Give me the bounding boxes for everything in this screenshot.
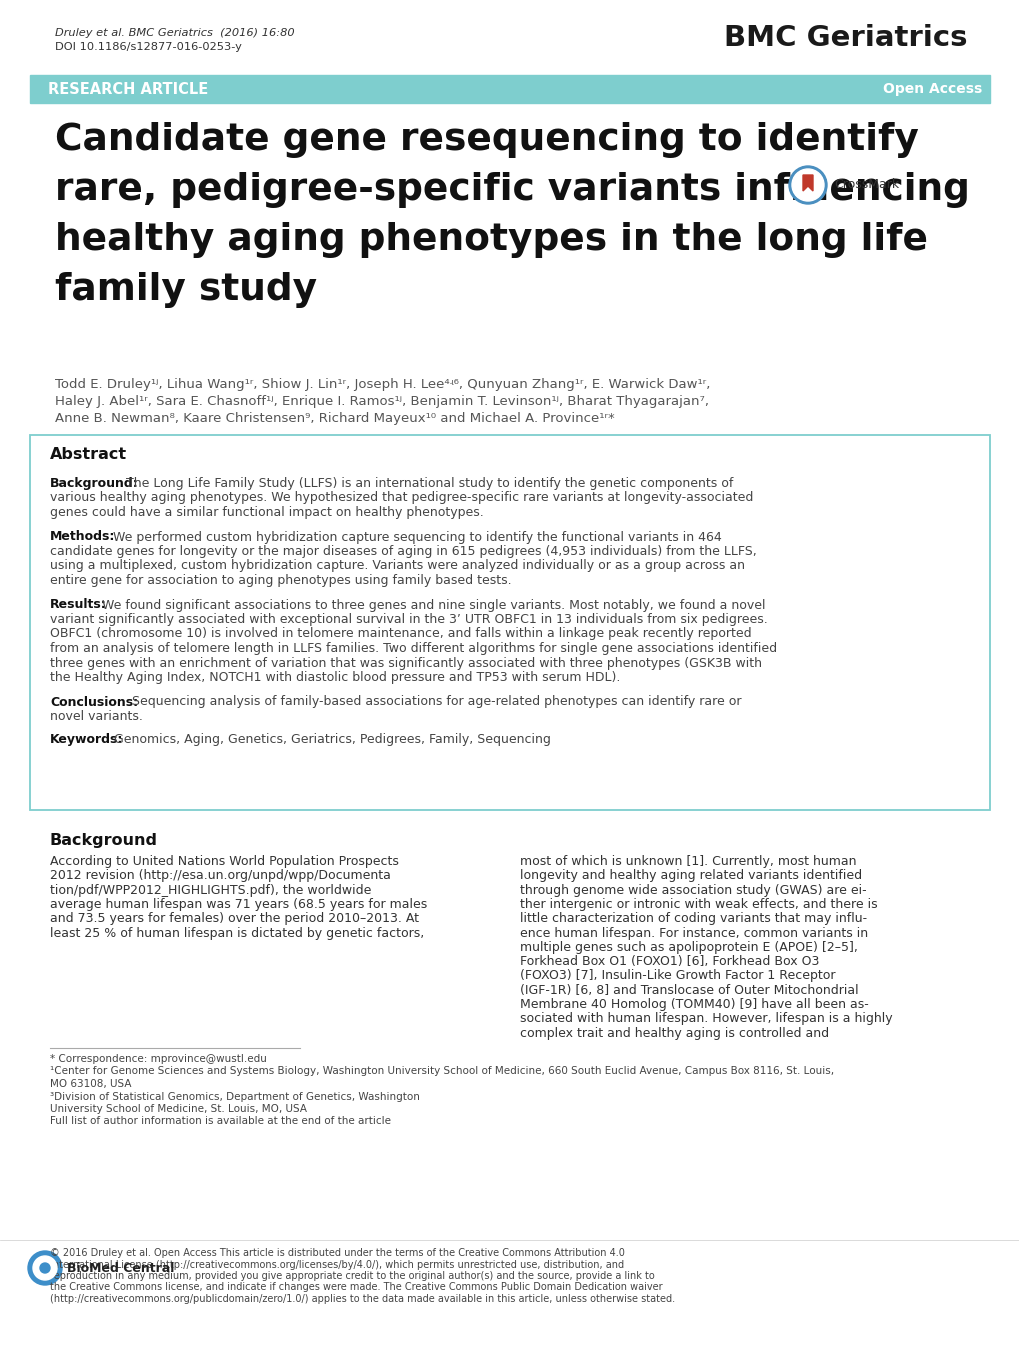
Text: Sequencing analysis of family-based associations for age-related phenotypes can : Sequencing analysis of family-based asso… (131, 695, 741, 709)
Text: the Creative Commons license, and indicate if changes were made. The Creative Co: the Creative Commons license, and indica… (50, 1282, 662, 1293)
Text: using a multiplexed, custom hybridization capture. Variants were analyzed indivi: using a multiplexed, custom hybridizatio… (50, 560, 744, 573)
Text: variant significantly associated with exceptional survival in the 3’ UTR OBFC1 i: variant significantly associated with ex… (50, 612, 767, 626)
Text: and 73.5 years for females) over the period 2010–2013. At: and 73.5 years for females) over the per… (50, 912, 419, 925)
Text: ther intergenic or intronic with weak effects, and there is: ther intergenic or intronic with weak ef… (520, 898, 876, 911)
Text: The Long Life Family Study (LLFS) is an international study to identify the gene: The Long Life Family Study (LLFS) is an … (126, 477, 733, 491)
Text: University School of Medicine, St. Louis, MO, USA: University School of Medicine, St. Louis… (50, 1104, 307, 1114)
Text: the Healthy Aging Index, NOTCH1 with diastolic blood pressure and TP53 with seru: the Healthy Aging Index, NOTCH1 with dia… (50, 671, 620, 684)
Text: from an analysis of telomere length in LLFS families. Two different algorithms f: from an analysis of telomere length in L… (50, 642, 776, 654)
Text: Anne B. Newman⁸, Kaare Christensen⁹, Richard Mayeux¹⁰ and Michael A. Province¹ʳ*: Anne B. Newman⁸, Kaare Christensen⁹, Ric… (55, 412, 614, 425)
Circle shape (789, 167, 826, 205)
Text: three genes with an enrichment of variation that was significantly associated wi: three genes with an enrichment of variat… (50, 657, 761, 669)
Circle shape (33, 1256, 57, 1280)
Text: candidate genes for longevity or the major diseases of aging in 615 pedigrees (4: candidate genes for longevity or the maj… (50, 545, 756, 558)
Text: longevity and healthy aging related variants identified: longevity and healthy aging related vari… (520, 870, 861, 882)
Text: novel variants.: novel variants. (50, 710, 143, 724)
Text: ence human lifespan. For instance, common variants in: ence human lifespan. For instance, commo… (520, 927, 867, 939)
Text: International License (http://creativecommons.org/licenses/by/4.0/), which permi: International License (http://creativeco… (50, 1260, 624, 1270)
Text: OBFC1 (chromosome 10) is involved in telomere maintenance, and falls within a li: OBFC1 (chromosome 10) is involved in tel… (50, 627, 751, 641)
Text: various healthy aging phenotypes. We hypothesized that pedigree-specific rare va: various healthy aging phenotypes. We hyp… (50, 492, 753, 504)
Text: * Correspondence: mprovince@wustl.edu: * Correspondence: mprovince@wustl.edu (50, 1054, 267, 1064)
Text: We found significant associations to three genes and nine single variants. Most : We found significant associations to thr… (102, 599, 764, 611)
Text: Keywords:: Keywords: (50, 733, 123, 745)
Text: © 2016 Druley et al. Open Access This article is distributed under the terms of : © 2016 Druley et al. Open Access This ar… (50, 1248, 625, 1257)
Text: average human lifespan was 71 years (68.5 years for males: average human lifespan was 71 years (68.… (50, 898, 427, 911)
Text: Results:: Results: (50, 599, 107, 611)
Text: least 25 % of human lifespan is dictated by genetic factors,: least 25 % of human lifespan is dictated… (50, 927, 424, 939)
Text: According to United Nations World Population Prospects: According to United Nations World Popula… (50, 855, 398, 869)
Text: Background:: Background: (50, 477, 139, 491)
Text: (FOXO3) [7], Insulin-Like Growth Factor 1 Receptor: (FOXO3) [7], Insulin-Like Growth Factor … (520, 969, 835, 982)
Text: family study: family study (55, 272, 317, 308)
Text: MO 63108, USA: MO 63108, USA (50, 1079, 131, 1089)
Text: most of which is unknown [1]. Currently, most human: most of which is unknown [1]. Currently,… (520, 855, 856, 869)
Text: CrossMark: CrossMark (834, 179, 898, 191)
Text: (http://creativecommons.org/publicdomain/zero/1.0/) applies to the data made ava: (http://creativecommons.org/publicdomain… (50, 1294, 675, 1304)
Text: rare, pedigree-specific variants influencing: rare, pedigree-specific variants influen… (55, 172, 969, 209)
Text: little characterization of coding variants that may influ-: little characterization of coding varian… (520, 912, 866, 925)
Text: Druley et al. BMC Geriatrics  (2016) 16:80: Druley et al. BMC Geriatrics (2016) 16:8… (55, 28, 294, 38)
Text: Methods:: Methods: (50, 531, 115, 543)
Text: Todd E. Druley¹ʲ, Lihua Wang¹ʳ, Shiow J. Lin¹ʳ, Joseph H. Lee⁴ʵ⁶, Qunyuan Zhang¹: Todd E. Druley¹ʲ, Lihua Wang¹ʳ, Shiow J.… (55, 378, 709, 392)
Text: Haley J. Abel¹ʳ, Sara E. Chasnoff¹ʲ, Enrique I. Ramos¹ʲ, Benjamin T. Levinson¹ʲ,: Haley J. Abel¹ʳ, Sara E. Chasnoff¹ʲ, Enr… (55, 396, 708, 408)
Circle shape (28, 1251, 62, 1285)
Circle shape (791, 169, 823, 201)
Text: entire gene for association to aging phenotypes using family based tests.: entire gene for association to aging phe… (50, 575, 512, 587)
Text: We performed custom hybridization capture sequencing to identify the functional : We performed custom hybridization captur… (113, 531, 721, 543)
Text: DOI 10.1186/s12877-016-0253-y: DOI 10.1186/s12877-016-0253-y (55, 42, 242, 51)
Text: ³Division of Statistical Genomics, Department of Genetics, Washington: ³Division of Statistical Genomics, Depar… (50, 1092, 420, 1102)
Text: Background: Background (50, 833, 158, 848)
Text: complex trait and healthy aging is controlled and: complex trait and healthy aging is contr… (520, 1027, 828, 1039)
Text: healthy aging phenotypes in the long life: healthy aging phenotypes in the long lif… (55, 222, 927, 257)
FancyBboxPatch shape (30, 435, 989, 810)
Text: BMC Geriatrics: BMC Geriatrics (723, 24, 967, 51)
Text: Genomics, Aging, Genetics, Geriatrics, Pedigrees, Family, Sequencing: Genomics, Aging, Genetics, Geriatrics, P… (114, 733, 550, 745)
Text: Forkhead Box O1 (FOXO1) [6], Forkhead Box O3: Forkhead Box O1 (FOXO1) [6], Forkhead Bo… (520, 955, 818, 967)
Text: RESEARCH ARTICLE: RESEARCH ARTICLE (48, 81, 208, 96)
Text: 2012 revision (http://esa.un.org/unpd/wpp/Documenta: 2012 revision (http://esa.un.org/unpd/wp… (50, 870, 390, 882)
Text: BioMed Central: BioMed Central (67, 1262, 174, 1275)
Bar (30, 75, 989, 103)
Text: ¹Center for Genome Sciences and Systems Biology, Washington University School of: ¹Center for Genome Sciences and Systems … (50, 1066, 834, 1076)
Text: (IGF-1R) [6, 8] and Translocase of Outer Mitochondrial: (IGF-1R) [6, 8] and Translocase of Outer… (520, 984, 858, 997)
Text: genes could have a similar functional impact on healthy phenotypes.: genes could have a similar functional im… (50, 505, 483, 519)
Text: sociated with human lifespan. However, lifespan is a highly: sociated with human lifespan. However, l… (520, 1012, 892, 1026)
Text: Membrane 40 Homolog (TOMM40) [9] have all been as-: Membrane 40 Homolog (TOMM40) [9] have al… (520, 999, 868, 1011)
Text: Abstract: Abstract (50, 447, 127, 462)
Text: Candidate gene resequencing to identify: Candidate gene resequencing to identify (55, 122, 918, 159)
Text: through genome wide association study (GWAS) are ei-: through genome wide association study (G… (520, 883, 866, 897)
Text: Full list of author information is available at the end of the article: Full list of author information is avail… (50, 1117, 390, 1126)
Text: multiple genes such as apolipoprotein E (APOE) [2–5],: multiple genes such as apolipoprotein E … (520, 940, 857, 954)
Text: tion/pdf/WPP2012_HIGHLIGHTS.pdf), the worldwide: tion/pdf/WPP2012_HIGHLIGHTS.pdf), the wo… (50, 883, 371, 897)
Text: Conclusions:: Conclusions: (50, 695, 138, 709)
Circle shape (40, 1263, 50, 1272)
Text: Open Access: Open Access (881, 83, 981, 96)
Polygon shape (802, 175, 812, 191)
Text: reproduction in any medium, provided you give appropriate credit to the original: reproduction in any medium, provided you… (50, 1271, 654, 1280)
